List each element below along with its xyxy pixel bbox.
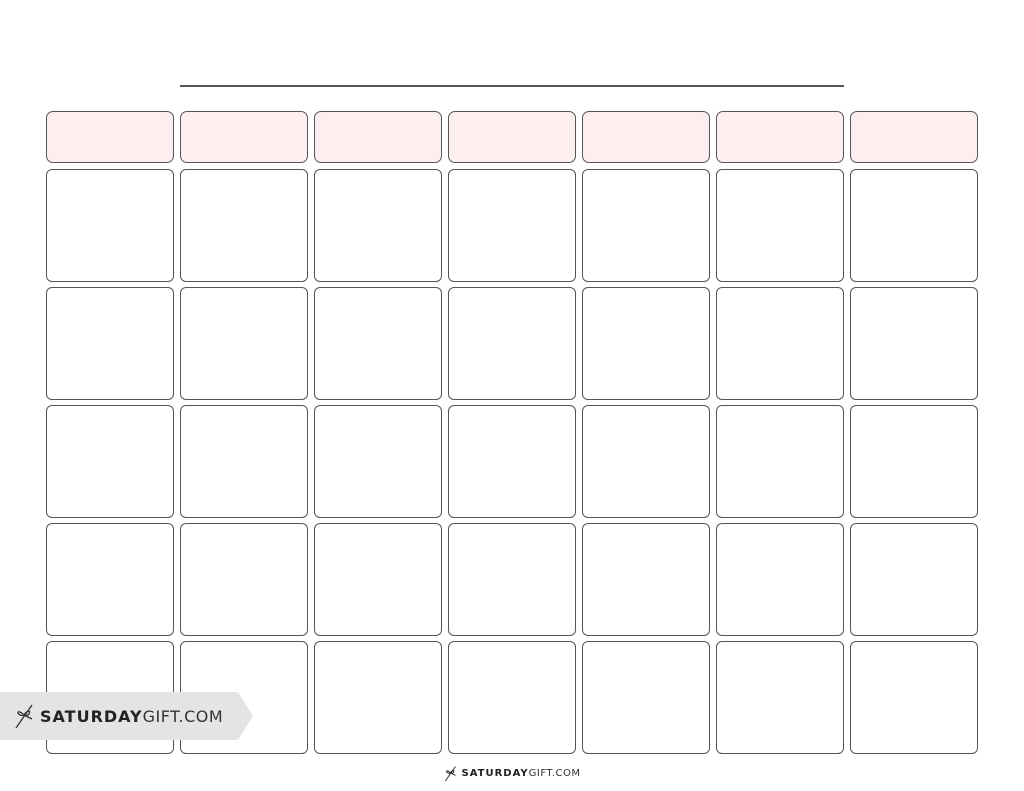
- day-cell[interactable]: [582, 641, 710, 754]
- day-cell[interactable]: [582, 405, 710, 518]
- calendar-grid: [46, 111, 978, 754]
- bow-icon: [444, 766, 456, 782]
- weekday-header-cell: [716, 111, 844, 163]
- day-cell[interactable]: [582, 169, 710, 282]
- day-cell[interactable]: [582, 523, 710, 636]
- day-cell[interactable]: [180, 405, 308, 518]
- day-cell[interactable]: [314, 169, 442, 282]
- day-cell[interactable]: [448, 641, 576, 754]
- day-cell[interactable]: [582, 287, 710, 400]
- day-cell[interactable]: [448, 287, 576, 400]
- day-cell[interactable]: [448, 523, 576, 636]
- day-cell[interactable]: [46, 169, 174, 282]
- day-cell[interactable]: [448, 169, 576, 282]
- day-cell[interactable]: [314, 287, 442, 400]
- day-cell[interactable]: [716, 169, 844, 282]
- day-cell[interactable]: [180, 169, 308, 282]
- day-cell[interactable]: [180, 287, 308, 400]
- watermark-badge: SATURDAY GIFT.COM: [0, 692, 253, 740]
- brand-logo: SATURDAY GIFT.COM: [14, 703, 223, 729]
- weekday-header-cell: [448, 111, 576, 163]
- day-cell[interactable]: [314, 405, 442, 518]
- day-cell[interactable]: [716, 523, 844, 636]
- day-cell[interactable]: [850, 169, 978, 282]
- day-cell[interactable]: [716, 287, 844, 400]
- day-cell[interactable]: [46, 287, 174, 400]
- month-title-line: [180, 85, 844, 87]
- day-cell[interactable]: [448, 405, 576, 518]
- bow-icon: [15, 704, 33, 729]
- day-cell[interactable]: [314, 523, 442, 636]
- footer: SATURDAY GIFT.COM: [0, 765, 1024, 782]
- day-cell[interactable]: [314, 641, 442, 754]
- day-cell[interactable]: [850, 287, 978, 400]
- weekday-header-cell: [46, 111, 174, 163]
- day-cell[interactable]: [716, 641, 844, 754]
- day-cell[interactable]: [850, 405, 978, 518]
- weekday-header-cell: [850, 111, 978, 163]
- day-cell[interactable]: [180, 523, 308, 636]
- day-cell[interactable]: [46, 523, 174, 636]
- weekday-header-cell: [314, 111, 442, 163]
- day-cell[interactable]: [716, 405, 844, 518]
- weekday-header-cell: [180, 111, 308, 163]
- day-cell[interactable]: [850, 641, 978, 754]
- day-cell[interactable]: [46, 405, 174, 518]
- day-cell[interactable]: [850, 523, 978, 636]
- footer-brand-logo: SATURDAY GIFT.COM: [444, 765, 581, 782]
- weekday-header-cell: [582, 111, 710, 163]
